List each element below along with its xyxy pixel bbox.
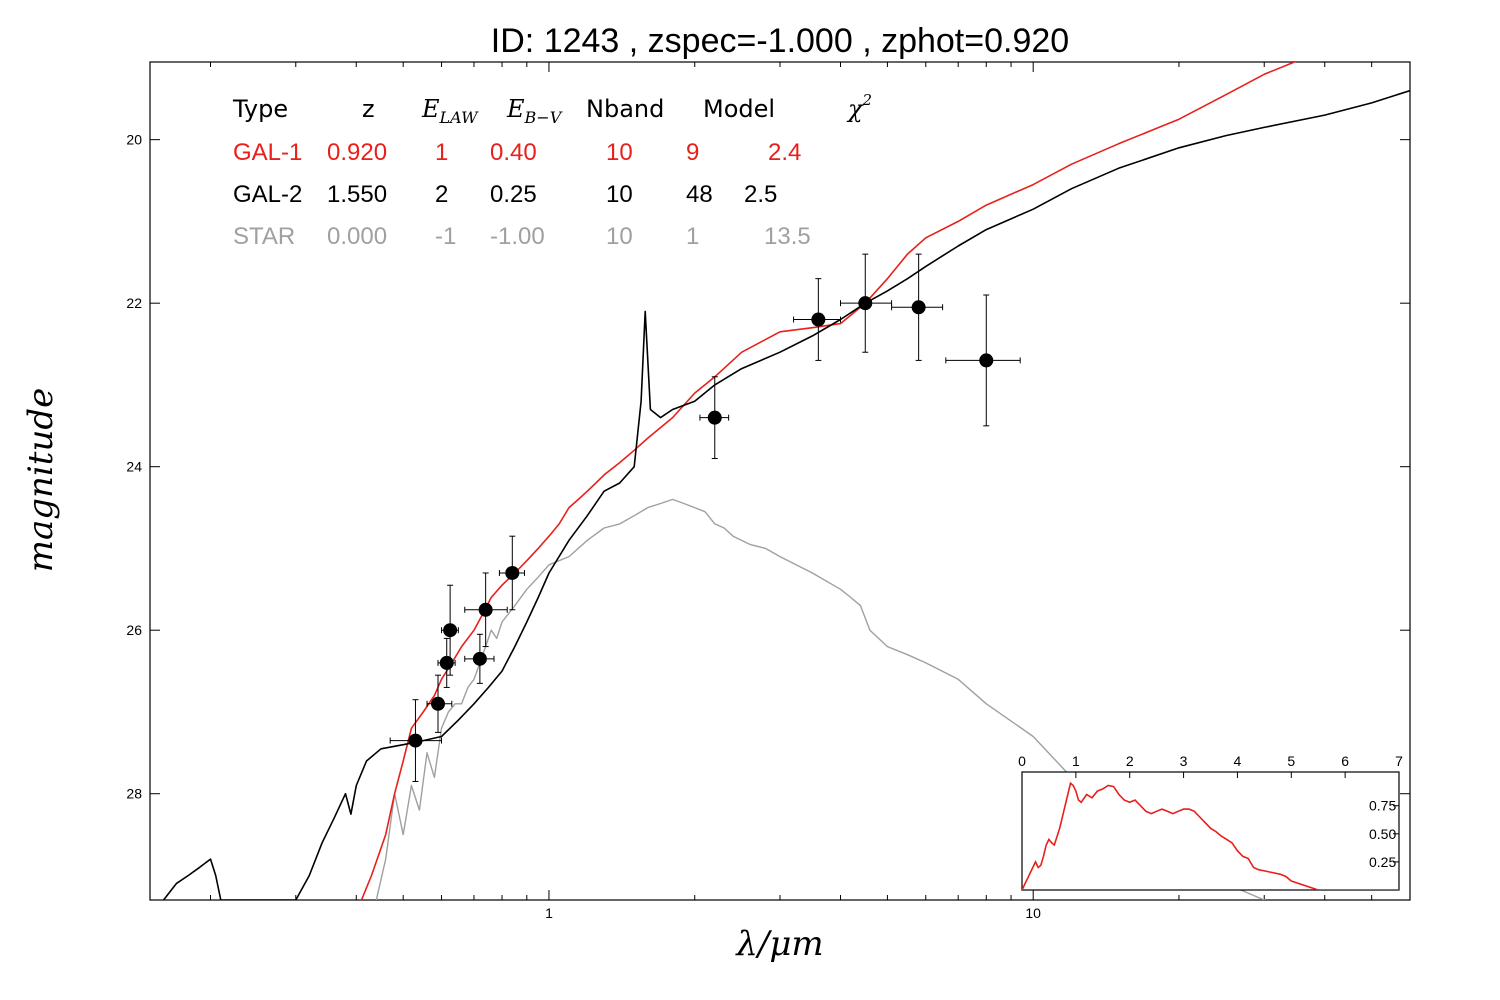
legend-cell-nband: 10 [606,181,633,208]
observed-point [707,410,722,425]
legend-cell-elaw: -1 [435,223,456,250]
header-type: Type [232,95,288,123]
observed-point [443,623,458,638]
observed-point [979,353,994,368]
inset-y-tick-label: 0.50 [1369,826,1396,842]
header-model: Model [703,95,775,123]
legend-cell-elaw: 2 [435,181,448,208]
inset-x-tick-label: 0 [1018,753,1026,769]
observed-point [811,312,826,327]
legend-cell-z: 0.920 [327,139,387,166]
legend-cell-type: GAL-1 [233,139,302,166]
header-z: z [362,95,375,123]
y-tick-label: 24 [126,459,142,475]
observed-point [408,733,423,748]
x-tick-label: 10 [1025,905,1041,921]
inset-frame [1021,771,1400,891]
inset-pdz-line [1022,781,1399,890]
observed-point [505,565,520,580]
legend-cell-type: STAR [233,223,295,250]
y-tick-label: 26 [126,622,142,638]
observed-point [439,655,454,670]
inset-y-tick-label: 0.75 [1369,798,1396,814]
inset-x-tick-label: 6 [1341,753,1349,769]
legend-cell-model: 1 [686,223,699,250]
legend-cell-nband: 10 [606,139,633,166]
series-line-star [375,498,1266,900]
legend-cell-z: 0.000 [327,223,387,250]
legend-cell-chi2: 13.5 [764,223,811,250]
series-layer [162,62,1410,900]
legend-cell-elaw: 1 [435,139,448,166]
legend-cell-ebv: -1.00 [490,223,545,250]
inset-x-tick-label: 1 [1072,753,1080,769]
series-line-gal-2 [162,89,1410,900]
observed-point [478,602,493,617]
legend-cell-chi2: 2.4 [768,139,801,166]
inset-x-tick-label: 2 [1126,753,1134,769]
header-chi2: χ2 [846,91,872,123]
series-line-gal-1 [360,62,1297,900]
legend-cell-model: 48 [686,181,713,208]
header-ebv: EB−V [506,95,563,127]
inset-x-tick-label: 4 [1234,753,1242,769]
observed-point [858,296,873,311]
observed-point [472,651,487,666]
legend-cell-z: 1.550 [327,181,387,208]
inset-y-tick-label: 0.25 [1369,854,1396,870]
x-axis-label: λ/μm [734,924,823,964]
inset-x-tick-label: 5 [1287,753,1295,769]
y-tick-label: 22 [126,295,142,311]
y-tick-label: 20 [126,132,142,148]
header-elaw: ELAW [421,95,479,127]
x-tick-label: 1 [545,905,553,921]
y-axis-label: magnitude [21,388,61,573]
observations-layer [389,253,1021,782]
header-nband: Nband [586,95,664,123]
legend-cell-model: 9 [686,139,699,166]
y-tick-label: 28 [126,786,142,802]
inset-x-tick-label: 3 [1180,753,1188,769]
chart-title: ID: 1243 , zspec=-1.000 , zphot=0.920 [491,22,1069,60]
inset-x-tick-label: 7 [1395,753,1403,769]
observed-point [911,300,926,315]
observed-point [431,696,446,711]
inset-pdz: 0 1 2 3 4 5 6 7 0.25 0.50 0.75 [1018,753,1403,890]
legend-cell-nband: 10 [606,223,633,250]
legend-cell-chi2: 2.5 [744,181,777,208]
legend-cell-ebv: 0.25 [490,181,537,208]
legend-table: Type z ELAW EB−V Nband Model χ2 GAL-1 0.9… [232,91,872,250]
legend-cell-ebv: 0.40 [490,139,537,166]
legend-cell-type: GAL-2 [233,181,302,208]
